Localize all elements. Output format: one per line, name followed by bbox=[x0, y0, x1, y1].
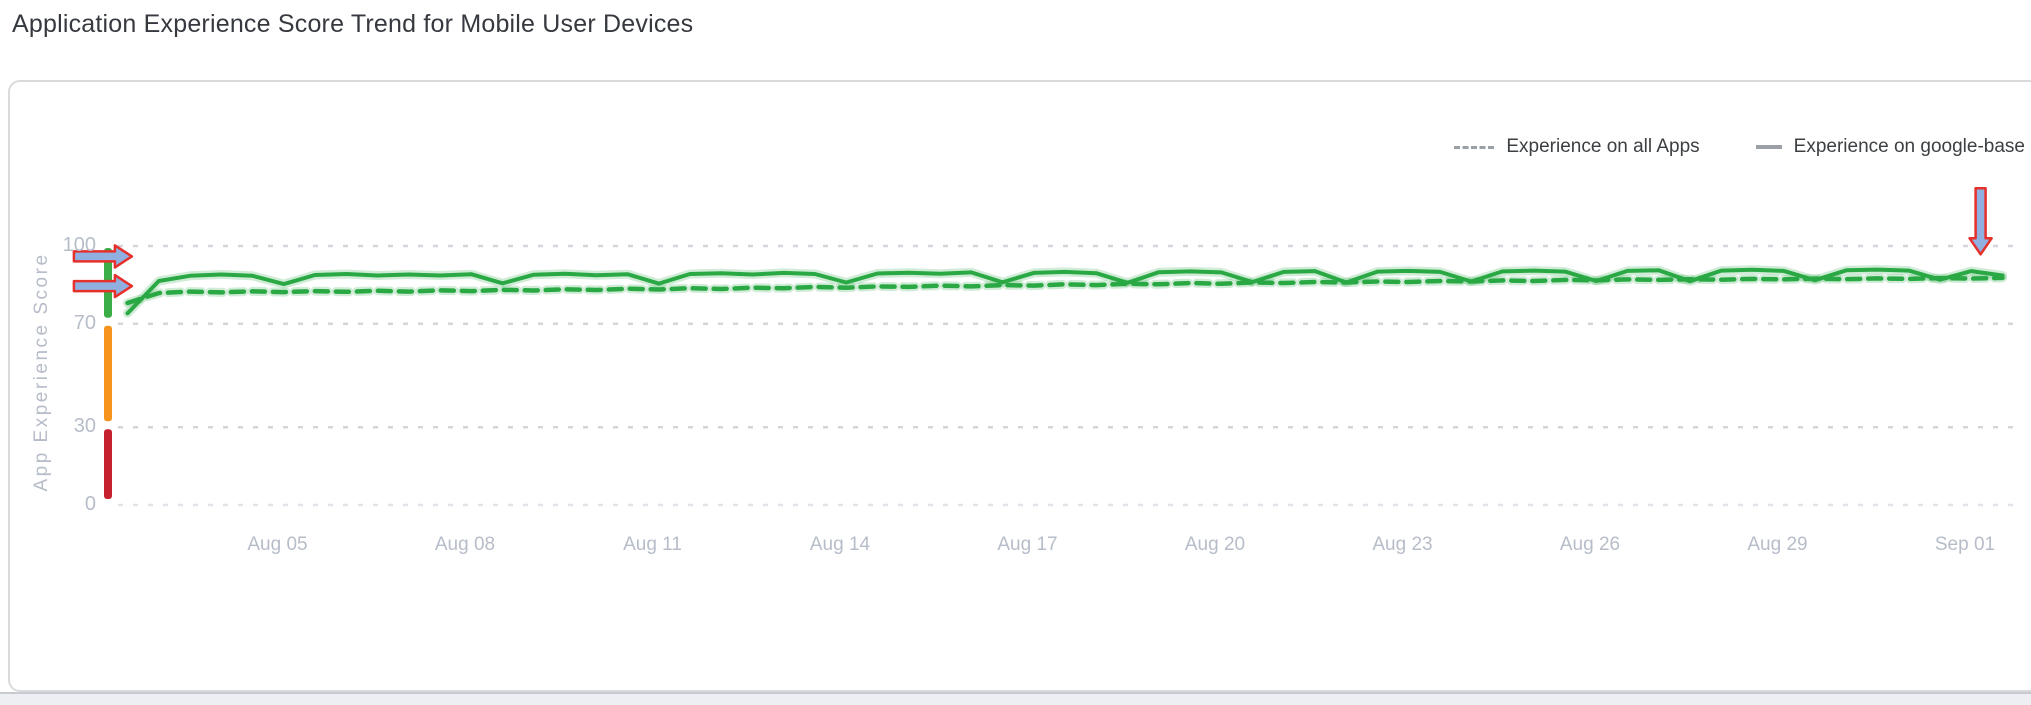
chart-legend: Experience on all Apps Experience on goo… bbox=[1454, 136, 2025, 158]
score-band-fair bbox=[104, 325, 112, 422]
arrow-right-annotation-icon bbox=[72, 244, 134, 269]
y-axis-title: App Experience Score bbox=[31, 252, 52, 492]
x-tick-label: Aug 23 bbox=[1372, 534, 1433, 555]
y-tick-label: 70 bbox=[73, 311, 96, 334]
arrow-right-annotation-icon bbox=[72, 273, 134, 299]
page-title: Application Experience Score Trend for M… bbox=[12, 10, 694, 38]
series-line-google-base bbox=[125, 267, 2005, 316]
x-tick-label: Sep 01 bbox=[1934, 534, 1996, 555]
legend-label: Experience on google-base bbox=[1793, 136, 2025, 157]
x-tick-label: Aug 26 bbox=[1559, 534, 1621, 555]
x-tick-label: Aug 05 bbox=[247, 534, 308, 555]
dashed-line-legend-icon bbox=[1454, 145, 1495, 149]
arrow-down-annotation-icon bbox=[1968, 187, 1993, 256]
legend-item-all-apps[interactable]: Experience on all Apps bbox=[1454, 136, 1700, 158]
y-tick-label: 100 bbox=[62, 234, 96, 256]
x-tick-label: Aug 20 bbox=[1184, 534, 1246, 555]
chart-card bbox=[8, 80, 2031, 692]
legend-label: Experience on all Apps bbox=[1506, 136, 1700, 157]
solid-line-legend-icon bbox=[1755, 145, 1782, 149]
legend-item-google-base[interactable]: Experience on google-base bbox=[1755, 136, 2025, 158]
x-tick-label: Aug 11 bbox=[623, 534, 682, 555]
bottom-divider bbox=[0, 692, 2031, 705]
x-tick-label: Aug 29 bbox=[1747, 534, 1808, 555]
y-tick-label: 30 bbox=[73, 415, 96, 438]
y-tick-label: 0 bbox=[84, 493, 96, 515]
x-tick-label: Aug 08 bbox=[434, 534, 496, 555]
score-band-poor bbox=[104, 429, 112, 499]
x-tick-label: Aug 17 bbox=[997, 534, 1058, 555]
x-tick-label: Aug 14 bbox=[809, 534, 871, 555]
